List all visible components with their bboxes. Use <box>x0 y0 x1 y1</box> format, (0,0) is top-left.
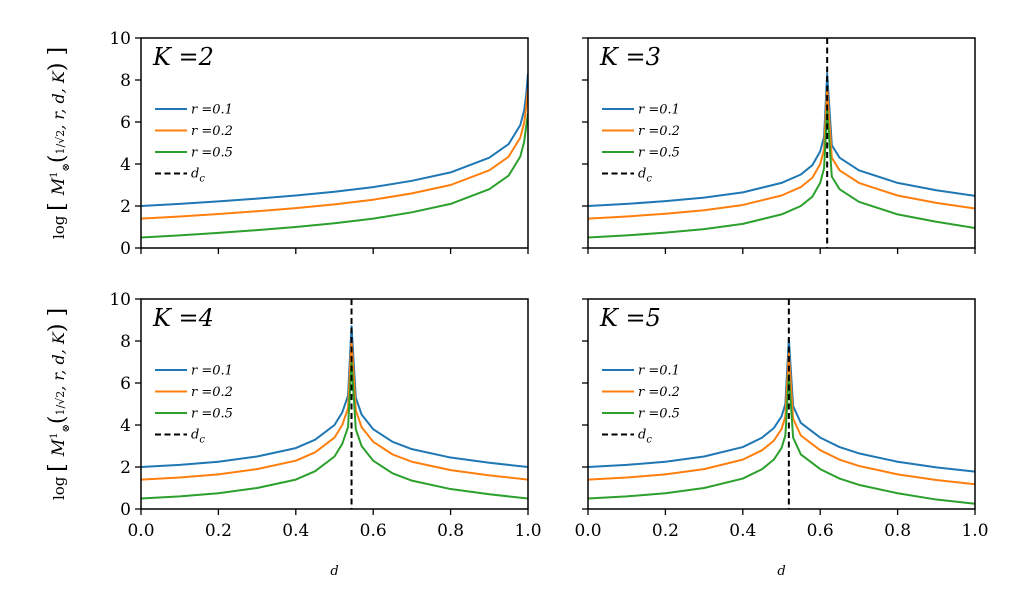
legend: r =0.1 r =0.2 r =0.5 dc <box>602 364 680 446</box>
y-tick-label: 6 <box>120 113 131 133</box>
y-tick-label: 4 <box>120 416 131 436</box>
x-tick-label: 0.4 <box>282 521 309 541</box>
chart-panel-k5: 0.0 0.2 0.4 0.6 0.8 1.0 K =5 r =0.1 r =0.2 r =0.5… <box>574 298 989 541</box>
y-axis-label-text: log [ M1⊗(1/√2, r, d, K) ] <box>45 47 72 239</box>
x-tick-label: 0.2 <box>205 521 232 541</box>
series-line-r0.2 <box>141 340 528 481</box>
legend: r =0.1 r =0.2 r =0.5 dc <box>155 103 233 185</box>
y-tick-label: 0 <box>120 239 131 259</box>
series-line-r0.2 <box>141 88 528 220</box>
series-group <box>141 325 528 500</box>
legend-entry: r =0.5 <box>638 146 680 161</box>
y-tick-label: 8 <box>120 332 131 352</box>
series-line-r0.5 <box>588 108 975 239</box>
legend: r =0.1 r =0.2 r =0.5 dc <box>155 364 233 446</box>
y-tick-label: 6 <box>120 374 131 394</box>
legend-entry: r =0.1 <box>191 103 233 118</box>
x-tick-label: 0.2 <box>652 521 679 541</box>
series-group <box>141 73 528 239</box>
legend-entry: r =0.1 <box>638 364 680 379</box>
legend-entry: r =0.2 <box>191 385 233 400</box>
series-line-r0.1 <box>588 72 975 207</box>
x-tick-label: 0.0 <box>574 521 601 541</box>
series-line-r0.2 <box>588 352 975 486</box>
y-tick-label: 4 <box>120 155 131 175</box>
legend-entry: r =0.5 <box>191 146 233 161</box>
axes-frame <box>587 298 976 510</box>
axes-frame <box>140 298 529 510</box>
x-axis-label: d <box>330 564 338 579</box>
series-line-r0.5 <box>588 373 975 505</box>
series-line-r0.1 <box>141 73 528 207</box>
x-tick-label: 0.6 <box>360 521 387 541</box>
panel-title: K =2 <box>152 43 214 71</box>
legend: r =0.1 r =0.2 r =0.5 dc <box>602 103 680 185</box>
x-tick-label: 0.0 <box>127 521 154 541</box>
legend-entry: r =0.5 <box>638 407 680 422</box>
axes-frame <box>587 37 976 249</box>
x-tick-label: 1.0 <box>514 521 541 541</box>
legend-entry: r =0.2 <box>191 124 233 139</box>
y-tick-label: 10 <box>109 29 131 49</box>
legend-entry: r =0.2 <box>638 124 680 139</box>
y-tick-label: 2 <box>120 197 131 217</box>
y-tick-label: 8 <box>120 71 131 91</box>
panels: 0 2 4 6 8 10 K =2 r =0.1 r =0.2 r =0.5 dc K =3 r =0.… <box>109 29 988 541</box>
series-line-r0.5 <box>141 361 528 500</box>
legend-entry: r =0.5 <box>191 407 233 422</box>
legend-entry-dc: dc <box>638 428 652 446</box>
y-axis-label-text: log [ M1⊗(1/√2, r, d, K) ] <box>45 308 72 500</box>
x-tick-label: 1.0 <box>961 521 988 541</box>
x-axis-label: d <box>777 564 785 579</box>
x-tick-label: 0.4 <box>729 521 756 541</box>
panel-title: K =3 <box>599 43 661 71</box>
y-tick-label: 0 <box>120 500 131 520</box>
series-line-r0.5 <box>141 113 528 239</box>
chart-panel-k2: 0 2 4 6 8 10 K =2 r =0.1 r =0.2 r =0.5 dc <box>109 29 529 259</box>
legend-entry-dc: dc <box>191 167 205 185</box>
legend-entry: r =0.1 <box>638 103 680 118</box>
y-tick-label: 10 <box>109 290 131 310</box>
panel-title: K =4 <box>152 304 214 332</box>
legend-entry-dc: dc <box>191 428 205 446</box>
series-group <box>588 337 975 505</box>
legend-entry: r =0.2 <box>638 385 680 400</box>
y-tick-label: 2 <box>120 458 131 478</box>
axes-frame <box>140 37 529 249</box>
legend-entry: r =0.1 <box>191 364 233 379</box>
panel-title: K =5 <box>599 304 661 332</box>
y-axis-label: log [ M1⊗(1/√2, r, d, K) ] <box>45 47 72 239</box>
x-tick-label: 0.6 <box>807 521 834 541</box>
series-group <box>588 72 975 239</box>
chart-panel-k3: K =3 r =0.1 r =0.2 r =0.5 dc <box>582 37 976 254</box>
legend-entry-dc: dc <box>638 167 652 185</box>
y-axis-labels: log [ M1⊗(1/√2, r, d, K) ] log [ M1⊗(1/√2… <box>45 47 72 500</box>
y-axis-label: log [ M1⊗(1/√2, r, d, K) ] <box>45 308 72 500</box>
x-tick-label: 0.8 <box>437 521 464 541</box>
x-tick-label: 0.8 <box>884 521 911 541</box>
series-line-r0.2 <box>588 87 975 220</box>
